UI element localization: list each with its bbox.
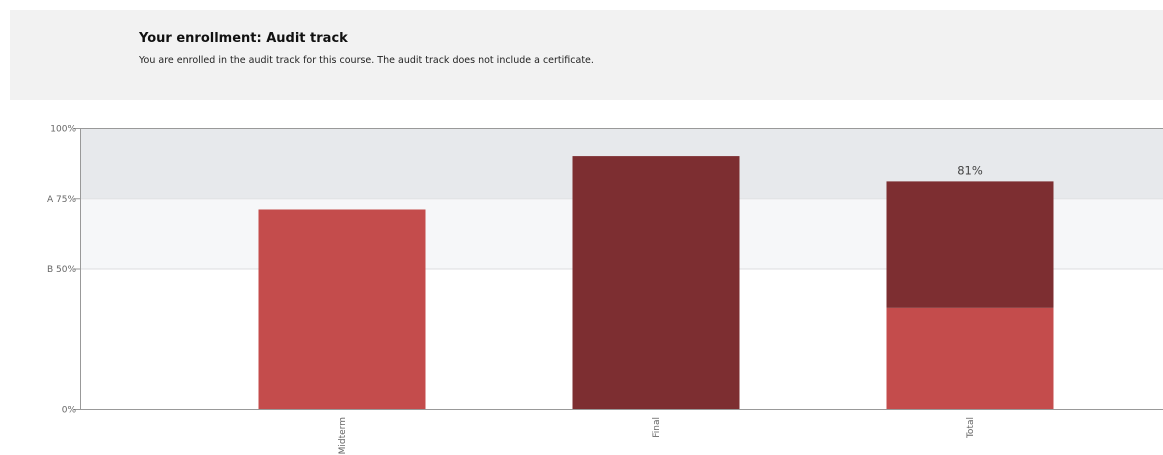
bar-label-total: 81% — [957, 163, 983, 177]
y-tick-label: B 50% — [47, 265, 76, 275]
bar-final-dark — [572, 156, 740, 409]
enrollment-banner: Your enrollment: Audit track You are enr… — [10, 10, 1163, 100]
y-tick-label: 0% — [62, 406, 77, 416]
banner-text: You are enrolled in the audit track for … — [139, 55, 594, 66]
x-tick-label: Total — [966, 417, 976, 439]
bar-total-light — [886, 307, 1054, 409]
banner-title: Your enrollment: Audit track — [139, 31, 348, 46]
y-tick-label: A 75% — [47, 195, 76, 205]
bar-midterm-light — [258, 209, 426, 409]
x-tick-label: Midterm — [338, 417, 348, 454]
bar-total-dark — [886, 181, 1054, 308]
y-tick-label: 100% — [50, 125, 76, 135]
x-tick-label: Final — [652, 417, 662, 438]
